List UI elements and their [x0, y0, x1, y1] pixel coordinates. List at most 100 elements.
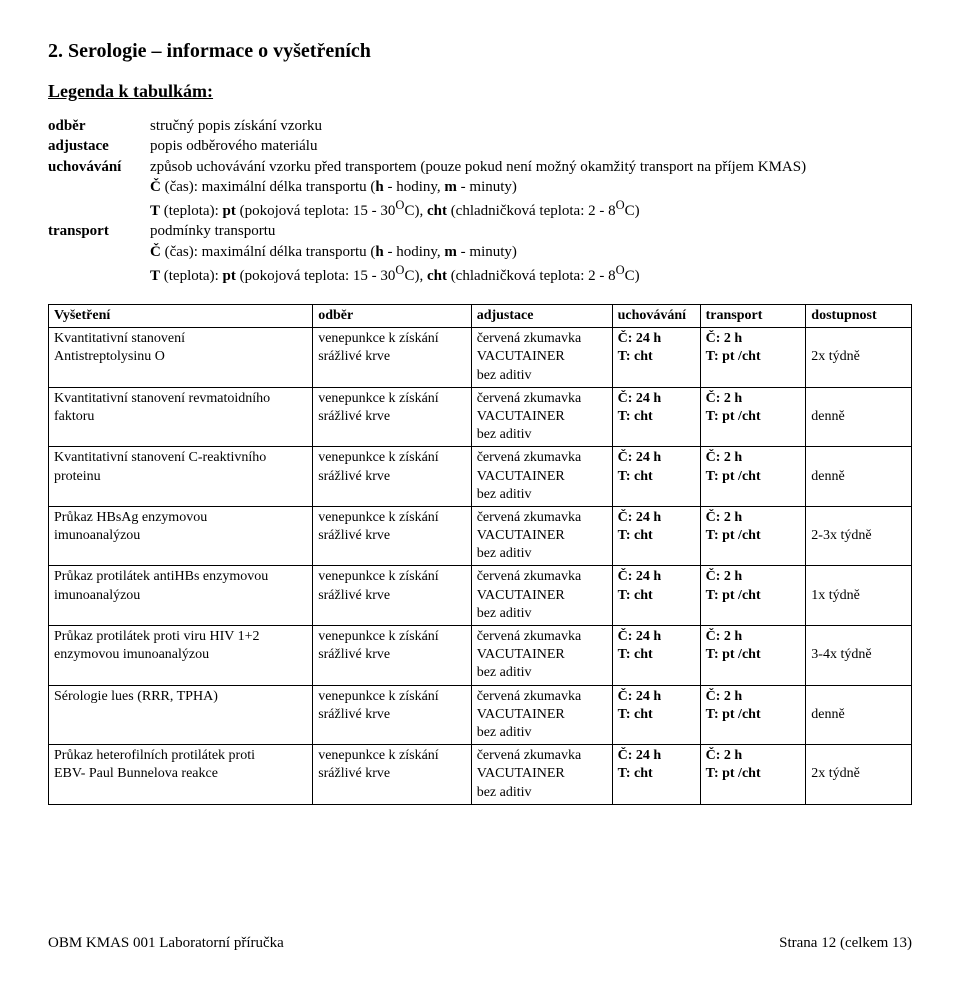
cell-dostupnost: 3-4x týdně: [806, 626, 912, 686]
cell-dostupnost: 1x týdně: [806, 566, 912, 626]
legend-key-transport: transport: [48, 221, 150, 241]
cell-odber: venepunkce k získánísrážlivé krve: [313, 328, 472, 388]
cell-dostupnost: 2x týdně: [806, 328, 912, 388]
legend-text: C): [625, 203, 640, 219]
legend-bold-m: m: [444, 179, 457, 195]
table-row: Průkaz protilátek antiHBs enzymovouimuno…: [49, 566, 912, 626]
legend-text: (čas): maximální délka transportu (: [161, 244, 376, 260]
th-dostupnost: dostupnost: [806, 305, 912, 328]
cell-transport: Č: 2 hT: pt /cht: [700, 626, 806, 686]
cell-adjustace: červená zkumavkaVACUTAINERbez aditiv: [471, 745, 612, 805]
legend-text: C): [625, 268, 640, 284]
cell-uchovavani: Č: 24 hT: cht: [612, 626, 700, 686]
cell-dostupnost: denně: [806, 685, 912, 745]
footer-left: OBM KMAS 001 Laboratorní příručka: [48, 935, 284, 952]
legend-sup: O: [616, 263, 625, 277]
legend-text: (teplota):: [160, 203, 222, 219]
legend-bold-cht: cht: [427, 203, 447, 219]
cell-vysetreni: Sérologie lues (RRR, TPHA): [49, 685, 313, 745]
legend-key-odber: odběr: [48, 116, 150, 136]
table-row: Kvantitativní stanovení revmatoidníhofak…: [49, 387, 912, 447]
cell-dostupnost: 2x týdně: [806, 745, 912, 805]
page-heading: 2. Serologie – informace o vyšetřeních: [48, 40, 912, 63]
cell-odber: venepunkce k získánísrážlivé krve: [313, 685, 472, 745]
data-table: Vyšetření odběr adjustace uchovávání tra…: [48, 304, 912, 805]
legend-val-odber: stručný popis získání vzorku: [150, 116, 912, 136]
legend-block: odběr stručný popis získání vzorku adjus…: [48, 116, 912, 286]
cell-vysetreni: Kvantitativní stanovení C-reaktivníhopro…: [49, 447, 313, 507]
legend-val-transport: podmínky transportu: [150, 221, 912, 241]
cell-odber: venepunkce k získánísrážlivé krve: [313, 387, 472, 447]
legend-bold-m: m: [444, 244, 457, 260]
cell-adjustace: červená zkumavkaVACUTAINERbez aditiv: [471, 447, 612, 507]
footer-right: Strana 12 (celkem 13): [779, 935, 912, 952]
page-footer: OBM KMAS 001 Laboratorní příručka Strana…: [48, 935, 912, 952]
cell-dostupnost: 2-3x týdně: [806, 506, 912, 566]
legend-key-uchovavani: uchovávání: [48, 157, 150, 177]
legend-key-adjustace: adjustace: [48, 136, 150, 156]
legend-sup: O: [616, 198, 625, 212]
legend-text: - minuty): [457, 244, 517, 260]
cell-odber: venepunkce k získánísrážlivé krve: [313, 566, 472, 626]
legend-bold-pt: pt: [223, 203, 236, 219]
legend-bold-pt: pt: [223, 268, 236, 284]
cell-transport: Č: 2 hT: pt /cht: [700, 387, 806, 447]
cell-uchovavani: Č: 24 hT: cht: [612, 506, 700, 566]
cell-uchovavani: Č: 24 hT: cht: [612, 685, 700, 745]
legend-text: - hodiny,: [384, 179, 445, 195]
cell-adjustace: červená zkumavkaVACUTAINERbez aditiv: [471, 566, 612, 626]
th-vysetreni: Vyšetření: [49, 305, 313, 328]
cell-dostupnost: denně: [806, 447, 912, 507]
cell-vysetreni: Průkaz protilátek antiHBs enzymovouimuno…: [49, 566, 313, 626]
legend-tra-line2: Č (čas): maximální délka transportu (h -…: [150, 242, 912, 262]
legend-text: (teplota):: [160, 268, 222, 284]
legend-tra-line3: T (teplota): pt (pokojová teplota: 15 - …: [150, 262, 912, 286]
cell-vysetreni: Průkaz HBsAg enzymovouimunoanalýzou: [49, 506, 313, 566]
cell-vysetreni: Průkaz heterofilních protilátek protiEBV…: [49, 745, 313, 805]
legend-bold-h: h: [375, 244, 383, 260]
legend-text: (pokojová teplota: 15 - 30: [236, 203, 396, 219]
legend-bold-cht: cht: [427, 268, 447, 284]
legend-text: (pokojová teplota: 15 - 30: [236, 268, 396, 284]
cell-vysetreni: Kvantitativní stanovení revmatoidníhofak…: [49, 387, 313, 447]
cell-transport: Č: 2 hT: pt /cht: [700, 566, 806, 626]
cell-uchovavani: Č: 24 hT: cht: [612, 745, 700, 805]
cell-adjustace: červená zkumavkaVACUTAINERbez aditiv: [471, 387, 612, 447]
cell-uchovavani: Č: 24 hT: cht: [612, 447, 700, 507]
cell-uchovavani: Č: 24 hT: cht: [612, 387, 700, 447]
cell-transport: Č: 2 hT: pt /cht: [700, 506, 806, 566]
th-adjustace: adjustace: [471, 305, 612, 328]
legend-title: Legenda k tabulkám:: [48, 81, 912, 102]
cell-transport: Č: 2 hT: pt /cht: [700, 685, 806, 745]
legend-text: C),: [404, 203, 427, 219]
th-odber: odběr: [313, 305, 472, 328]
cell-transport: Č: 2 hT: pt /cht: [700, 745, 806, 805]
th-transport: transport: [700, 305, 806, 328]
cell-uchovavani: Č: 24 hT: cht: [612, 566, 700, 626]
cell-adjustace: červená zkumavkaVACUTAINERbez aditiv: [471, 626, 612, 686]
cell-odber: venepunkce k získánísrážlivé krve: [313, 745, 472, 805]
legend-val-uchovavani: způsob uchovávání vzorku před transporte…: [150, 157, 912, 177]
cell-adjustace: červená zkumavkaVACUTAINERbez aditiv: [471, 506, 612, 566]
table-row: Průkaz protilátek proti viru HIV 1+2enzy…: [49, 626, 912, 686]
legend-uch-line2: Č (čas): maximální délka transportu (h -…: [150, 177, 912, 197]
legend-uch-line3: T (teplota): pt (pokojová teplota: 15 - …: [150, 197, 912, 221]
cell-adjustace: červená zkumavkaVACUTAINERbez aditiv: [471, 685, 612, 745]
legend-text: - hodiny,: [384, 244, 445, 260]
cell-transport: Č: 2 hT: pt /cht: [700, 328, 806, 388]
legend-bold-h: h: [375, 179, 383, 195]
legend-text: - minuty): [457, 179, 517, 195]
cell-vysetreni: Kvantitativní stanoveníAntistreptolysinu…: [49, 328, 313, 388]
table-row: Průkaz heterofilních protilátek protiEBV…: [49, 745, 912, 805]
legend-bold-t: T: [150, 268, 160, 284]
legend-text: (chladničková teplota: 2 - 8: [447, 203, 616, 219]
cell-vysetreni: Průkaz protilátek proti viru HIV 1+2enzy…: [49, 626, 313, 686]
cell-odber: venepunkce k získánísrážlivé krve: [313, 447, 472, 507]
cell-transport: Č: 2 hT: pt /cht: [700, 447, 806, 507]
cell-odber: venepunkce k získánísrážlivé krve: [313, 506, 472, 566]
legend-bold-c: Č: [150, 244, 161, 260]
table-row: Průkaz HBsAg enzymovouimunoanalýzou vene…: [49, 506, 912, 566]
table-header-row: Vyšetření odběr adjustace uchovávání tra…: [49, 305, 912, 328]
legend-bold-c: Č: [150, 179, 161, 195]
legend-text: (chladničková teplota: 2 - 8: [447, 268, 616, 284]
